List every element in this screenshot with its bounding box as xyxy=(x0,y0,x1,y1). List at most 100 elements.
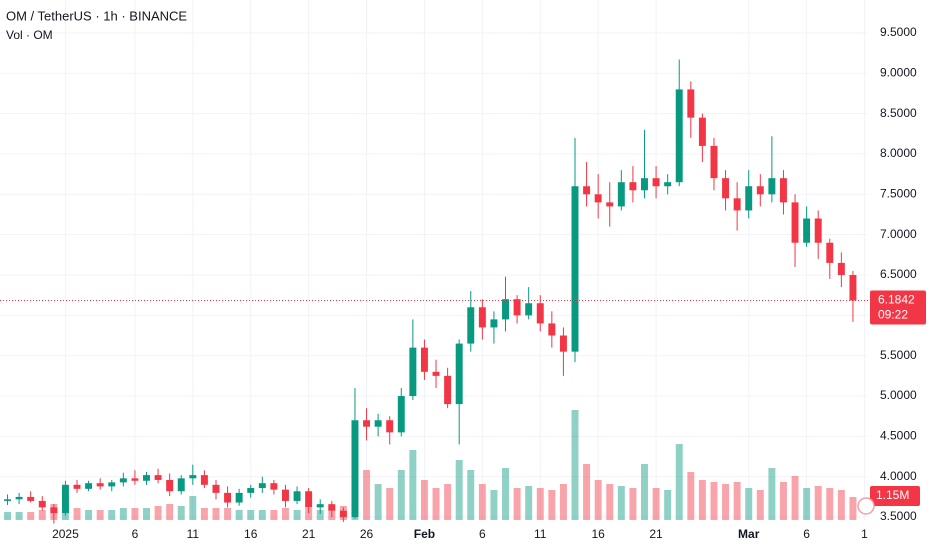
volume-bar xyxy=(525,486,533,520)
candle-body xyxy=(247,488,255,493)
volume-bar xyxy=(710,482,718,520)
volume-bar xyxy=(119,508,127,520)
volume-bar xyxy=(617,486,625,520)
volume-bar xyxy=(374,484,382,520)
candle-body xyxy=(722,178,730,199)
candle-body xyxy=(339,510,347,518)
volume-bar xyxy=(432,488,440,520)
y-tick-label: 8.5000 xyxy=(880,106,917,120)
volume-bar xyxy=(768,468,776,520)
candle-body xyxy=(803,218,811,243)
logo xyxy=(857,497,875,515)
volume-bar xyxy=(189,496,197,520)
volume-bar xyxy=(258,510,266,520)
candle-body xyxy=(548,323,556,336)
candle-body xyxy=(108,482,116,487)
candle-body xyxy=(27,496,35,501)
y-tick-label: 5.0000 xyxy=(880,388,917,402)
candle-body xyxy=(502,299,509,320)
volume-bar xyxy=(235,510,243,520)
candle-body xyxy=(96,483,104,487)
volume-title: Vol · OM xyxy=(6,28,53,42)
volume-bar xyxy=(27,512,35,520)
candle-body xyxy=(837,262,845,275)
candle-body xyxy=(617,182,625,207)
volume-bar xyxy=(478,484,486,520)
candle-body xyxy=(571,186,579,352)
volume-bar xyxy=(108,510,116,520)
volume-bar xyxy=(826,488,834,520)
volume-bar xyxy=(224,508,232,520)
y-tick-label: 8.0000 xyxy=(880,146,917,160)
candle-body xyxy=(756,186,764,195)
volume-bar xyxy=(641,464,648,520)
candle-body xyxy=(826,242,834,263)
volume-bar xyxy=(386,488,394,520)
volume-bar xyxy=(212,508,220,520)
candle-body xyxy=(328,504,336,511)
volume-bar xyxy=(96,510,104,520)
candle-body xyxy=(224,492,232,503)
x-tick-label: Feb xyxy=(414,527,435,541)
y-tick-label: 4.0000 xyxy=(880,469,917,483)
candle-body xyxy=(166,479,174,492)
candle-body xyxy=(779,178,787,203)
candle-body xyxy=(235,492,243,503)
volume-bar xyxy=(154,506,162,520)
volume-bar xyxy=(837,490,845,520)
x-tick-label: 1 xyxy=(861,527,868,541)
candle-body xyxy=(525,303,533,316)
candle-body xyxy=(397,396,405,433)
volume-bar xyxy=(143,508,150,520)
candle-body xyxy=(293,491,301,501)
candle-body xyxy=(559,335,567,352)
volume-bar xyxy=(363,470,371,520)
volume-bar xyxy=(444,484,452,520)
candle-body xyxy=(814,218,822,243)
volume-bar xyxy=(779,482,787,520)
x-tick-label: 11 xyxy=(534,527,547,541)
candle-body xyxy=(85,483,93,489)
y-tick-label: 6.5000 xyxy=(880,267,917,281)
volume-bar xyxy=(85,510,93,520)
volume-bar xyxy=(467,470,475,520)
volume-bar xyxy=(177,506,185,520)
volume-label-box xyxy=(870,486,920,506)
candle-body xyxy=(478,307,486,328)
candle-body xyxy=(200,475,208,485)
candle-body xyxy=(849,275,857,301)
x-tick-label: 11 xyxy=(187,527,200,541)
candle-body xyxy=(710,145,718,179)
volume-bar xyxy=(791,476,799,520)
price-pane xyxy=(0,59,868,524)
volume-bar xyxy=(548,490,556,520)
candle-body xyxy=(629,182,637,191)
candle-body xyxy=(675,89,683,183)
volume-bar xyxy=(606,484,614,520)
candle-body xyxy=(305,491,313,508)
y-tick-label: 9.0000 xyxy=(880,65,917,79)
candle-body xyxy=(4,499,12,501)
candle-body xyxy=(131,478,139,481)
candle-body xyxy=(641,178,648,191)
candle-body xyxy=(374,420,382,427)
candle-body xyxy=(432,371,440,376)
volume-bar xyxy=(166,504,174,520)
volume-pane xyxy=(4,410,857,520)
candle-body xyxy=(733,198,741,211)
x-tick-label: 16 xyxy=(591,527,605,541)
last-price-box xyxy=(870,290,926,325)
volume-bar xyxy=(745,488,753,520)
candle-body xyxy=(467,307,475,344)
candle-body xyxy=(351,420,359,518)
candle-body xyxy=(594,194,602,203)
x-tick-label: 6 xyxy=(479,527,486,541)
y-tick-label: 9.5000 xyxy=(880,25,917,39)
candle-body xyxy=(420,347,428,372)
volume-bar xyxy=(270,510,278,520)
volume-bar xyxy=(490,490,498,520)
candle-body xyxy=(768,178,776,195)
x-tick-label: 16 xyxy=(244,527,258,541)
volume-bar xyxy=(583,464,591,520)
